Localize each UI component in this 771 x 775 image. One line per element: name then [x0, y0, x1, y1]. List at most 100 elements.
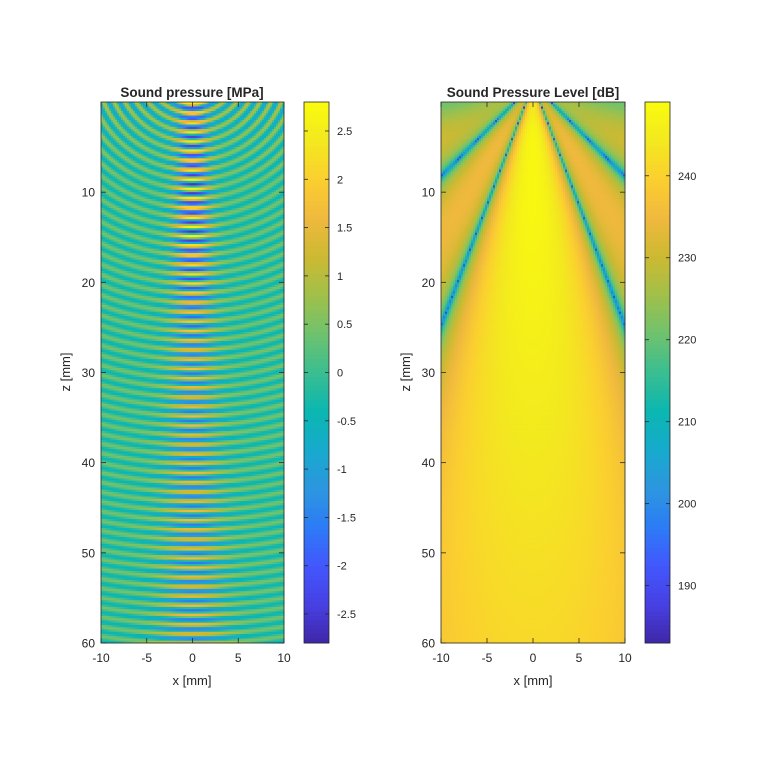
heatmap-cell — [174, 142, 177, 146]
heatmap-cell — [146, 201, 150, 204]
heatmap-cell — [196, 133, 199, 137]
heatmap-cell — [146, 113, 150, 116]
heatmap-cell — [176, 133, 179, 137]
heatmap-cell — [168, 219, 171, 222]
heatmap-cell — [156, 133, 160, 137]
heatmap-cell — [144, 102, 148, 105]
heatmap-cell — [250, 158, 253, 161]
heatmap-cell — [226, 221, 229, 225]
heatmap-cell — [270, 149, 273, 152]
heatmap-cell — [194, 207, 197, 211]
heatmap-cell — [202, 178, 205, 182]
heatmap-cell — [104, 187, 108, 191]
heatmap-cell — [184, 167, 187, 170]
heatmap-cell — [126, 122, 130, 125]
heatmap-cell — [272, 129, 275, 132]
heatmap-cell — [230, 214, 233, 218]
heatmap-cell — [136, 185, 140, 188]
heatmap-cell — [150, 198, 154, 202]
heatmap-cell — [260, 169, 263, 173]
heatmap-cell — [214, 111, 217, 114]
heatmap-cell — [264, 129, 267, 132]
heatmap-cell — [138, 205, 142, 209]
heatmap-cell — [138, 201, 142, 204]
heatmap-cell — [132, 196, 136, 200]
heatmap-cell — [202, 165, 205, 168]
heatmap-cell — [232, 187, 235, 191]
heatmap-cell — [236, 142, 239, 146]
heatmap-cell — [126, 216, 130, 220]
heatmap-cell — [198, 201, 201, 204]
heatmap-cell — [116, 171, 120, 175]
heatmap-cell — [270, 194, 273, 198]
heatmap-cell — [228, 219, 231, 222]
heatmap-cell — [102, 156, 106, 159]
heatmap-cell — [140, 174, 144, 177]
heatmap-cell — [140, 129, 144, 132]
heatmap-cell — [112, 151, 116, 155]
heatmap-cell — [122, 108, 126, 112]
heatmap-cell — [192, 151, 195, 155]
heatmap-cell — [228, 102, 231, 105]
heatmap-cell — [101, 158, 104, 161]
heatmap-cell — [242, 156, 245, 159]
heatmap-cell — [134, 176, 138, 179]
heatmap-cell — [154, 156, 158, 159]
heatmap-cell — [101, 144, 104, 148]
heatmap-cell — [226, 210, 229, 213]
heatmap-cell — [150, 214, 154, 218]
heatmap-cell — [252, 219, 255, 222]
heatmap-cell — [242, 108, 245, 112]
heatmap-cell — [270, 140, 273, 143]
heatmap-cell — [134, 198, 138, 202]
heatmap-cell — [138, 156, 142, 159]
heatmap-cell — [101, 185, 104, 188]
heatmap-cell — [200, 178, 203, 182]
heatmap-cell — [152, 174, 156, 177]
heatmap-cell — [238, 169, 241, 173]
heatmap-cell — [132, 153, 136, 157]
heatmap-cell — [268, 219, 271, 222]
heatmap-cell — [118, 102, 122, 105]
heatmap-cell — [148, 171, 152, 175]
heatmap-cell — [234, 104, 237, 107]
heatmap-cell — [186, 120, 189, 123]
heatmap-cell — [142, 207, 146, 211]
heatmap-cell — [230, 192, 233, 195]
heatmap-cell — [174, 106, 177, 110]
heatmap-cell — [278, 158, 281, 161]
heatmap-cell — [238, 207, 241, 211]
heatmap-cell — [202, 183, 205, 186]
heatmap-cell — [232, 113, 235, 116]
heatmap-cell — [204, 160, 207, 164]
heatmap-cell — [156, 167, 160, 170]
heatmap-cell — [262, 108, 265, 112]
heatmap-cell — [160, 187, 164, 191]
heatmap-cell — [210, 192, 213, 195]
heatmap-cell — [228, 214, 231, 218]
heatmap-cell — [126, 185, 130, 188]
heatmap-cell — [220, 120, 223, 123]
heatmap-cell — [108, 180, 112, 184]
heatmap-cell — [236, 102, 239, 105]
heatmap-cell — [246, 201, 249, 204]
heatmap-cell — [124, 210, 128, 213]
heatmap-cell — [168, 162, 171, 166]
heatmap-cell — [248, 108, 251, 112]
heatmap-cell — [194, 171, 197, 175]
heatmap-cell — [180, 183, 183, 186]
heatmap-cell — [176, 102, 179, 105]
heatmap-cell — [216, 120, 219, 123]
heatmap-cell — [268, 147, 271, 150]
heatmap-cell — [166, 158, 169, 161]
heatmap-cell — [228, 178, 231, 182]
heatmap-cell — [132, 113, 136, 116]
heatmap-cell — [222, 169, 225, 173]
heatmap-cell — [262, 171, 265, 175]
heatmap-cell — [212, 221, 215, 225]
heatmap-cell — [258, 219, 261, 222]
heatmap-cell — [132, 214, 136, 218]
heatmap-cell — [224, 201, 227, 204]
heatmap-cell — [222, 162, 225, 166]
heatmap-cell — [152, 223, 156, 227]
